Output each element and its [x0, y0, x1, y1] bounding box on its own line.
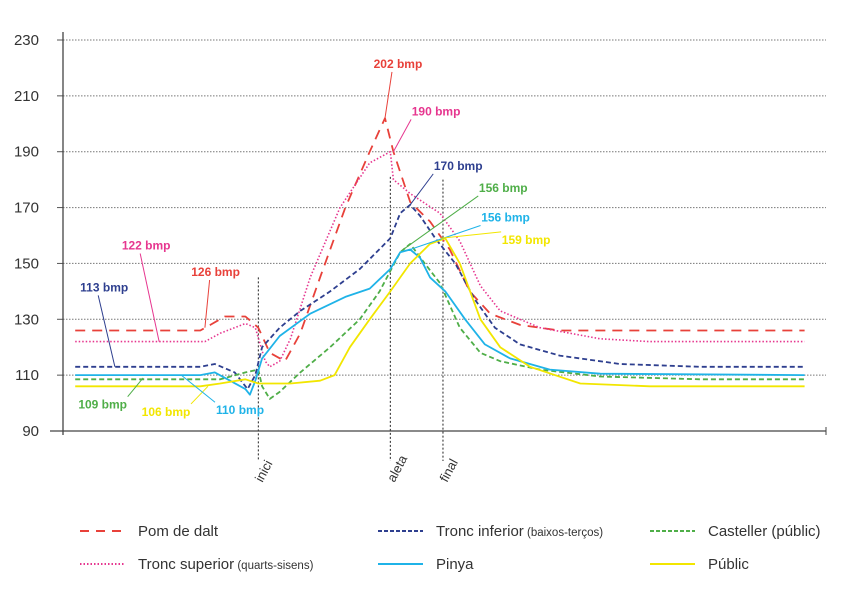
y-axis-ticks: 90 110 130 150 170 190 210 230	[14, 32, 63, 440]
annotation-leader	[127, 377, 144, 397]
annotation-label: 156 bmp	[481, 211, 530, 225]
annotation-leader	[190, 385, 209, 405]
annotation-leader	[139, 253, 160, 342]
legend-subtitle: (baixos-terços)	[524, 527, 603, 539]
annotation-label: 159 bmp	[502, 233, 551, 247]
annotation-leader	[180, 374, 216, 403]
legend: Pom de dalt Tronc inferior (baixos-terços…	[80, 523, 821, 573]
y-tick-label: 130	[14, 311, 39, 328]
legend-name: Tronc superior	[138, 556, 234, 573]
series-line-p-blic	[75, 237, 805, 388]
annotation-label: 156 bmp	[479, 181, 528, 195]
annotation-label: 106 bmp	[142, 405, 191, 419]
series-line-tronc-inferior	[75, 203, 805, 390]
legend-name: Pom de dalt	[138, 523, 219, 540]
annotation-leader	[204, 279, 211, 328]
annotation-label: 190 bmp	[412, 104, 461, 118]
event-label-final: final	[436, 456, 460, 484]
annotation-label: 109 bmp	[78, 398, 127, 412]
legend-label: Casteller (públic)	[708, 523, 821, 540]
event-markers: inici aleta final	[252, 176, 461, 485]
series-lines	[75, 117, 805, 400]
legend-label: Pom de dalt	[138, 523, 219, 540]
series-line-pinya	[75, 248, 805, 396]
event-label-inici: inici	[252, 457, 276, 484]
annotation-label: 170 bmp	[434, 159, 483, 173]
series-line-casteller	[75, 243, 805, 400]
annotation-label: 202 bmp	[374, 57, 423, 71]
axes	[50, 32, 827, 435]
annotation-label: 110 bmp	[216, 403, 264, 417]
legend-name: Casteller	[708, 523, 767, 540]
annotation-label: 113 bmp	[80, 280, 128, 294]
annotation-label: 126 bmp	[191, 265, 240, 279]
annotation-leader	[392, 119, 412, 152]
y-tick-label: 110	[15, 367, 39, 384]
y-tick-label: 190	[14, 144, 39, 161]
legend-label: Tronc inferior (baixos-terços)	[436, 523, 603, 540]
legend-label: Pinya	[436, 556, 474, 573]
annotations: 202 bmp 190 bmp 170 bmp 156 bmp 156 bmp 159 b…	[78, 57, 550, 419]
y-tick-label: 150	[14, 255, 39, 272]
y-tick-label: 90	[22, 423, 39, 440]
legend-label: Públic	[708, 556, 749, 573]
legend-label: Tronc superior (quarts-sisens)	[138, 556, 314, 573]
annotation-label: 122 bmp	[122, 238, 171, 252]
legend-subtitle: (públic)	[767, 523, 820, 540]
annotation-leader	[440, 231, 502, 239]
annotation-leader	[403, 195, 479, 250]
legend-subtitle: (quarts-sisens)	[234, 560, 313, 572]
legend-name: Públic	[708, 556, 749, 573]
gridlines	[63, 39, 826, 376]
annotation-leader	[409, 173, 434, 206]
series-line-tronc-superior	[75, 150, 805, 368]
event-label-aleta: aleta	[384, 452, 411, 485]
y-tick-label: 170	[14, 200, 39, 217]
y-tick-label: 210	[14, 88, 39, 105]
legend-name: Pinya	[436, 556, 474, 573]
annotation-leader	[97, 295, 116, 367]
series-line-pom-de-dalt	[75, 117, 805, 363]
y-tick-label: 230	[14, 32, 39, 49]
legend-name: Tronc inferior	[436, 523, 524, 540]
annotation-leader	[384, 71, 393, 119]
